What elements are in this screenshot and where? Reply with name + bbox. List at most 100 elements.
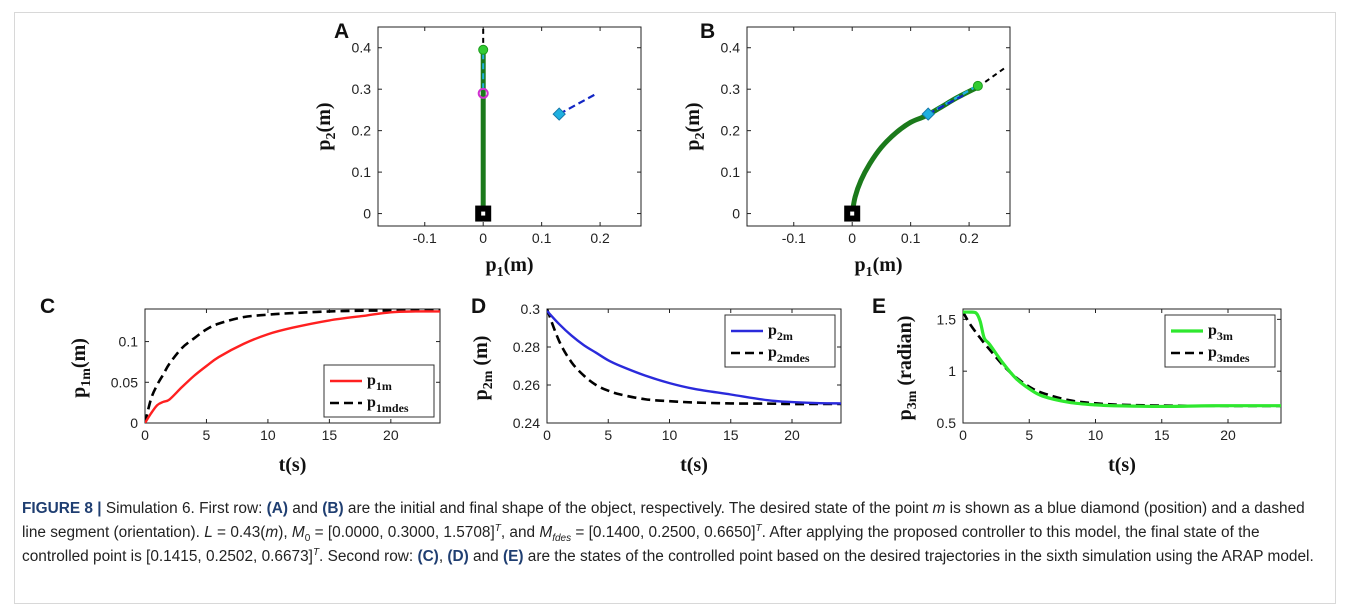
- x-tick-label: 0.2: [590, 230, 610, 246]
- y-tick-label: 0.26: [513, 377, 540, 393]
- x-tick-label: 10: [1088, 427, 1104, 443]
- y-axis-label: p1m(m): [68, 338, 94, 398]
- y-tick-label: 0: [363, 206, 371, 222]
- x-tick-label: 0: [959, 427, 967, 443]
- x-axis-label: t(s): [680, 454, 708, 476]
- y-axis-label: p2(m): [682, 102, 708, 150]
- base-square-center: [481, 211, 486, 216]
- plot-content: [145, 309, 440, 423]
- x-tick-label: 20: [383, 427, 399, 443]
- plot-content: [475, 27, 598, 222]
- legend-label: p2m: [768, 322, 793, 343]
- legend-box: [1164, 314, 1276, 368]
- series-line-p3m: [963, 310, 1281, 409]
- x-tick-label: 20: [784, 427, 800, 443]
- x-tick-label: 0.1: [901, 230, 921, 246]
- ref-panel-b: (B): [322, 500, 344, 517]
- x-tick-label: 15: [1154, 427, 1170, 443]
- figure-frame: [14, 12, 1336, 604]
- x-axis-label: t(s): [279, 454, 307, 476]
- y-tick-label: 0.1: [119, 334, 139, 350]
- plot-area-a: [377, 26, 642, 227]
- y-tick-label: 0.1: [721, 164, 741, 180]
- ref-panel-a: (A): [266, 500, 289, 517]
- x-tick-label: 0.1: [532, 230, 552, 246]
- x-tick-label: 0: [141, 427, 149, 443]
- y-tick-label: 0.4: [352, 40, 372, 56]
- series-line-p1m: [145, 310, 440, 423]
- controlled-point-marker: [477, 87, 489, 99]
- object-shape-line: [849, 84, 981, 217]
- legend-label: p1mdes: [367, 394, 409, 415]
- y-tick-label: 0.3: [721, 81, 741, 97]
- legend-label: p2mdes: [768, 344, 810, 365]
- y-axis-label: p2(m): [313, 102, 339, 150]
- figure-charts: A -0.1 0 0.1 0.2 0 0.1 0.2 0.3 0.4 p1(m) p2(m) B -0.1…: [40, 20, 1282, 476]
- ref-panel-e: (E): [502, 548, 524, 565]
- x-tick-label: 0.2: [959, 230, 979, 246]
- desired-orientation-line: [558, 92, 598, 116]
- series-line-p3mdes: [963, 311, 1281, 408]
- x-tick-label: 15: [723, 427, 739, 443]
- desired-orientation-line: [927, 94, 964, 116]
- x-tick-label: 5: [1025, 427, 1033, 443]
- panel-letter-e: E: [872, 295, 886, 318]
- series-line-p2mdes: [547, 309, 841, 406]
- y-axis-label: p2m (m): [470, 336, 496, 401]
- x-axis-label: p1(m): [485, 254, 533, 280]
- y-tick-label: 1: [948, 363, 956, 379]
- y-tick-label: 0.2: [721, 123, 741, 139]
- panel-a: A -0.1 0 0.1 0.2 0 0.1 0.2 0.3 0.4 p1(m) p2(m): [313, 20, 642, 280]
- legend-label: p3m: [1208, 322, 1233, 343]
- y-tick-label: 0.1: [352, 164, 372, 180]
- plot-content: [844, 67, 1005, 222]
- legend-label: p1m: [367, 372, 392, 393]
- panel-d: D 0 5 10 15 20 0.24 0.26 0.28 0.3 t(s) p2m (m) p2mp2…: [470, 295, 842, 476]
- x-tick-label: 15: [322, 427, 338, 443]
- plot-content: [963, 310, 1281, 409]
- tip-marker: [478, 44, 489, 55]
- x-tick-label: -0.1: [782, 230, 806, 246]
- panel-letter-b: B: [700, 20, 715, 43]
- y-tick-label: 0: [732, 206, 740, 222]
- y-tick-label: 0.5: [937, 415, 957, 431]
- desired-point-diamond: [921, 107, 935, 121]
- figure-label: FIGURE 8 |: [22, 500, 102, 517]
- x-axis-label: t(s): [1108, 454, 1136, 476]
- y-tick-label: 0.2: [352, 123, 372, 139]
- series-line-p2m: [547, 310, 841, 405]
- x-tick-label: 0: [543, 427, 551, 443]
- x-tick-label: 10: [662, 427, 678, 443]
- y-tick-label: 1.5: [937, 311, 957, 327]
- series-line-p1mdes: [145, 309, 440, 423]
- x-tick-label: -0.1: [413, 230, 437, 246]
- panel-letter-d: D: [471, 295, 486, 318]
- panel-e: E 0 5 10 15 20 0.5 1 1.5 t(s) p3m (radian) p3mp3mde…: [872, 295, 1282, 476]
- legend-box: [323, 364, 435, 418]
- plot-area-b: [746, 26, 1011, 227]
- y-axis-label: p3m (radian): [894, 316, 920, 421]
- plot-content: [547, 309, 841, 406]
- y-tick-label: 0.28: [513, 339, 540, 355]
- desired-point-diamond: [552, 107, 566, 121]
- orientation-overlay: [927, 86, 976, 116]
- panel-letter-a: A: [334, 20, 349, 43]
- x-tick-label: 10: [260, 427, 276, 443]
- x-tick-label: 20: [1220, 427, 1236, 443]
- tip-marker: [972, 80, 983, 91]
- y-tick-label: 0: [130, 415, 138, 431]
- legend-label: p3mdes: [1208, 344, 1250, 365]
- panel-letter-c: C: [40, 295, 55, 318]
- x-tick-label: 5: [604, 427, 612, 443]
- x-tick-label: 5: [203, 427, 211, 443]
- ref-panel-d: (D): [447, 548, 469, 565]
- y-tick-label: 0.24: [513, 415, 540, 431]
- ref-panel-c: (C): [417, 548, 439, 565]
- panel-b: B -0.1 0 0.1 0.2 0 0.1 0.2 0.3 0.4 p1(m) p2(m): [682, 20, 1011, 280]
- x-axis-label: p1(m): [854, 254, 902, 280]
- legend-box: [724, 314, 836, 368]
